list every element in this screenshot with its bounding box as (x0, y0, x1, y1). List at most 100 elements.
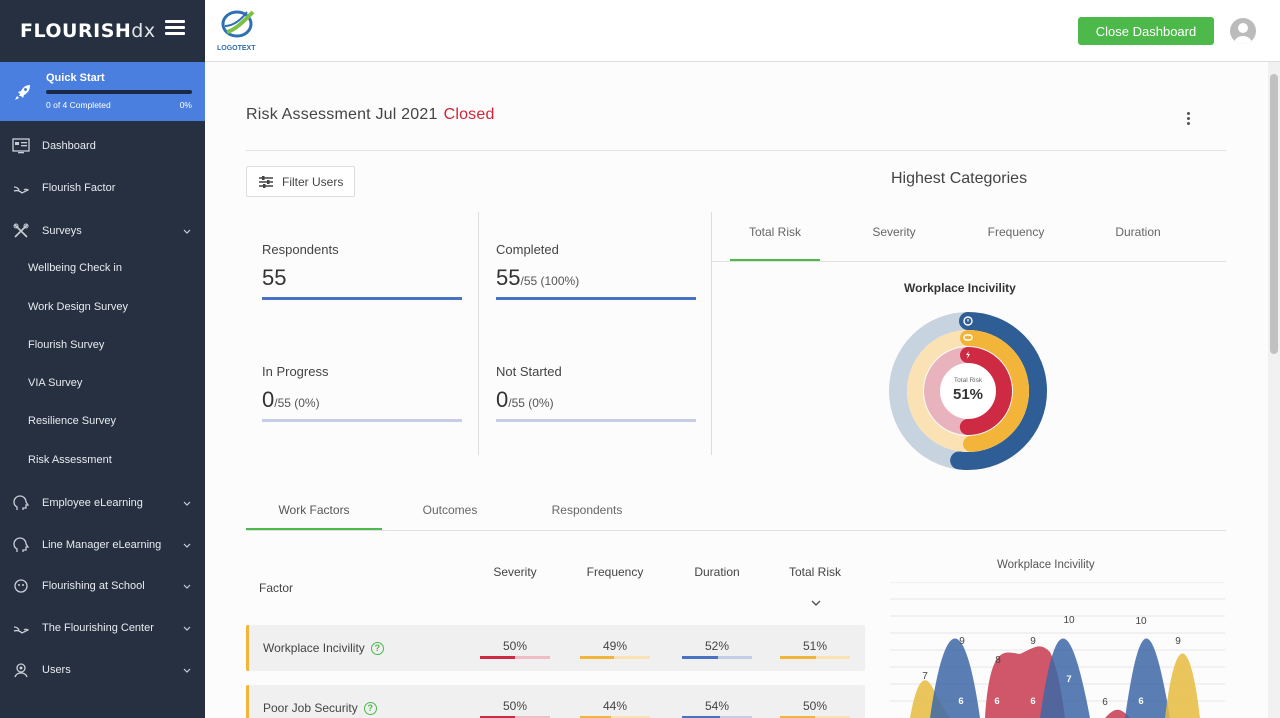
chevron-down-icon (183, 543, 191, 548)
sidebar-item-label: Dashboard (42, 140, 96, 152)
mini-chart-title: Workplace Incivility (997, 559, 1095, 571)
help-icon[interactable]: ? (363, 702, 377, 716)
sidebar-item-resilience-survey[interactable]: Resilience Survey (0, 403, 205, 439)
stat-value: 55 (262, 265, 462, 291)
sidebar-item-flourish-factor[interactable]: Flourish Factor (0, 170, 205, 206)
frequency-bar (580, 656, 650, 659)
page-title-text: Risk Assessment Jul 2021 (246, 106, 438, 123)
total-risk-value: 50% (802, 699, 828, 713)
tab-severity[interactable]: Severity (872, 225, 916, 239)
highest-categories-title: Highest Categories (891, 170, 1028, 187)
sidebar-item-dashboard[interactable]: Dashboard (0, 128, 205, 164)
sidebar-item-label: VIA Survey (28, 377, 83, 389)
distribution-chart: 7 9 8 9 10 6 10 9 6 6 6 7 6 (890, 582, 1225, 718)
sidebar-item-label: Risk Assessment (28, 454, 112, 466)
severity-value: 50% (502, 699, 528, 713)
tab-divider (712, 261, 1226, 262)
stat-not-started: Not Started 0/55 (0%) (496, 364, 696, 422)
chevron-down-icon (183, 584, 191, 589)
help-icon[interactable]: ? (370, 642, 384, 656)
distribution-area-blue (1125, 638, 1170, 718)
scrollbar-thumb[interactable] (1270, 74, 1278, 354)
donut-center (941, 364, 995, 418)
brand-logo[interactable]: FLOURISH dx (0, 0, 205, 62)
total-risk-bar (780, 716, 850, 718)
stat-title: Not Started (496, 364, 562, 379)
sidebar-item-surveys[interactable]: Surveys (0, 213, 205, 249)
tab-duration[interactable]: Duration (1115, 225, 1161, 239)
sidebar-item-label: Users (42, 664, 71, 676)
sidebar-item-wellbeing-check-in[interactable]: Wellbeing Check in (0, 250, 205, 286)
tab-total-risk[interactable]: Total Risk (748, 225, 801, 239)
tab-work-factors[interactable]: Work Factors (278, 503, 350, 517)
data-label: 7 (1066, 674, 1071, 685)
sort-chevron-icon[interactable] (811, 600, 821, 607)
sidebar-item-label: Flourish Survey (28, 339, 105, 351)
chevron-down-icon (183, 501, 191, 506)
sliders-icon (259, 176, 273, 188)
flourish-factor-icon (13, 186, 30, 194)
severity-bar (480, 656, 550, 659)
quick-start-percent: 0% (179, 100, 192, 110)
tools-icon (13, 223, 29, 238)
sidebar-item-via-survey[interactable]: VIA Survey (0, 365, 205, 401)
hamburger-menu-icon[interactable] (165, 20, 185, 36)
column-header-duration[interactable]: Duration (694, 565, 740, 579)
user-avatar[interactable] (1230, 18, 1256, 44)
sidebar-item-flourishing-at-school[interactable]: Flourishing at School (0, 568, 205, 604)
main-content: Risk Assessment Jul 2021 Closed Filter Us… (205, 62, 1268, 718)
data-label: 10 (1135, 616, 1147, 627)
total-risk-cell: 50% (780, 699, 850, 718)
total-risk-value: 51% (802, 639, 828, 653)
sidebar-item-flourish-survey[interactable]: Flourish Survey (0, 327, 205, 363)
more-options-icon[interactable] (1187, 112, 1191, 128)
column-header-frequency[interactable]: Frequency (586, 565, 644, 579)
close-dashboard-button[interactable]: Close Dashboard (1078, 17, 1214, 45)
total-risk-bar (780, 656, 850, 659)
company-logo[interactable]: LOGOTEXT (217, 8, 259, 54)
stat-number: 0 (496, 387, 509, 412)
top-bar: LOGOTEXT Close Dashboard (205, 0, 1280, 62)
table-row[interactable]: Workplace Incivility? (246, 625, 865, 671)
stat-completed: Completed 55/55 (100%) (496, 242, 696, 300)
brand-bold: FLOURISH (20, 20, 132, 42)
tab-outcomes[interactable]: Outcomes (422, 503, 478, 517)
sidebar-item-users[interactable]: Users (0, 652, 205, 688)
column-header-severity[interactable]: Severity (493, 565, 537, 579)
sidebar-item-line-manager-elearning[interactable]: Line Manager eLearning (0, 527, 205, 563)
head-icon (13, 537, 30, 552)
filter-users-label: Filter Users (282, 174, 344, 189)
tab-frequency[interactable]: Frequency (987, 225, 1045, 239)
quick-start-panel[interactable]: Quick Start 0 of 4 Completed 0% (0, 62, 205, 121)
factor-name: Workplace Incivility? (263, 641, 384, 656)
sidebar-item-employee-elearning[interactable]: Employee eLearning (0, 485, 205, 521)
active-tab-indicator (246, 528, 382, 530)
duration-cell: 52% (682, 639, 752, 659)
factor-name: Poor Job Security? (263, 701, 377, 716)
data-label: 9 (1030, 636, 1036, 647)
distribution-area-red (1105, 709, 1130, 718)
severity-cell: 50% (480, 699, 550, 718)
sidebar-item-work-design-survey[interactable]: Work Design Survey (0, 289, 205, 325)
stopwatch-icon (963, 316, 973, 326)
severity-bar (480, 716, 550, 718)
stat-underline (262, 419, 462, 422)
sidebar-item-label: The Flourishing Center (42, 622, 154, 634)
table-row[interactable]: Poor Job Security? (246, 685, 865, 718)
duration-cell: 54% (682, 699, 752, 718)
chevron-down-icon (183, 229, 191, 234)
filter-users-button[interactable]: Filter Users (246, 166, 355, 197)
head-icon (13, 495, 30, 510)
school-icon (14, 579, 28, 593)
dashboard-card: Risk Assessment Jul 2021 Closed Filter Us… (205, 62, 1268, 718)
sidebar-item-the-flourishing-center[interactable]: The Flourishing Center (0, 610, 205, 646)
tab-respondents[interactable]: Respondents (551, 503, 623, 517)
column-header-total-risk[interactable]: Total Risk (788, 565, 841, 579)
data-label: 8 (995, 655, 1001, 666)
sidebar-item-risk-assessment[interactable]: Risk Assessment (0, 442, 205, 478)
divider (246, 150, 1226, 151)
donut-center-label: Total Risk (954, 377, 983, 384)
scrollbar[interactable] (1268, 62, 1280, 718)
logo-mark-icon (221, 10, 255, 38)
